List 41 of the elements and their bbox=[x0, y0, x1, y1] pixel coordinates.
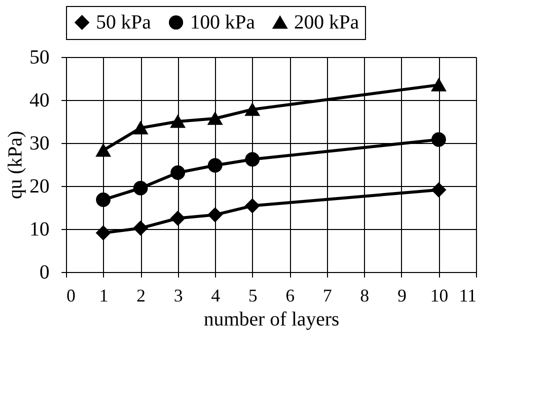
point bbox=[431, 132, 446, 147]
y-tick-label: 20 bbox=[30, 176, 50, 198]
point bbox=[208, 112, 222, 125]
point bbox=[431, 78, 446, 92]
point bbox=[96, 144, 111, 157]
x-axis-title: number of layers bbox=[204, 308, 340, 330]
x-tick-label: 7 bbox=[322, 286, 332, 306]
y-tick-label: 10 bbox=[30, 218, 50, 240]
point bbox=[96, 226, 111, 240]
y-tick-label: 0 bbox=[40, 262, 50, 284]
point bbox=[170, 210, 186, 226]
legend-label: 50 kPa bbox=[96, 11, 152, 34]
x-tick-label: 5 bbox=[248, 286, 258, 306]
point bbox=[431, 182, 446, 198]
y-tick-label: 50 bbox=[30, 46, 50, 68]
point bbox=[170, 115, 186, 128]
point bbox=[96, 192, 111, 208]
point bbox=[245, 152, 260, 167]
x-tick-label: 1 bbox=[99, 286, 108, 306]
x-tick-label: 10 bbox=[430, 286, 448, 306]
point bbox=[133, 180, 148, 196]
y-axis-title: qu (kPa) bbox=[4, 130, 26, 200]
point bbox=[133, 122, 148, 134]
y-tick-label: 40 bbox=[30, 90, 50, 112]
point bbox=[133, 220, 148, 236]
x-tick-label: 6 bbox=[286, 286, 295, 306]
point bbox=[208, 208, 222, 222]
point bbox=[245, 198, 260, 214]
x-tick-label: 9 bbox=[397, 286, 406, 306]
x-tick-label: 11 bbox=[459, 286, 476, 306]
point bbox=[170, 165, 186, 180]
legend-label: 100 kPa bbox=[190, 11, 256, 34]
x-tick-label: 0 bbox=[66, 286, 76, 306]
point bbox=[245, 103, 260, 116]
x-tick-label: 3 bbox=[174, 286, 183, 306]
x-tick-label: 2 bbox=[136, 286, 146, 306]
y-tick-label: 30 bbox=[30, 132, 50, 154]
x-tick-label: 4 bbox=[211, 286, 220, 306]
point bbox=[208, 158, 222, 173]
x-tick-label: 8 bbox=[360, 286, 370, 306]
legend-label: 200 kPa bbox=[294, 12, 360, 34]
